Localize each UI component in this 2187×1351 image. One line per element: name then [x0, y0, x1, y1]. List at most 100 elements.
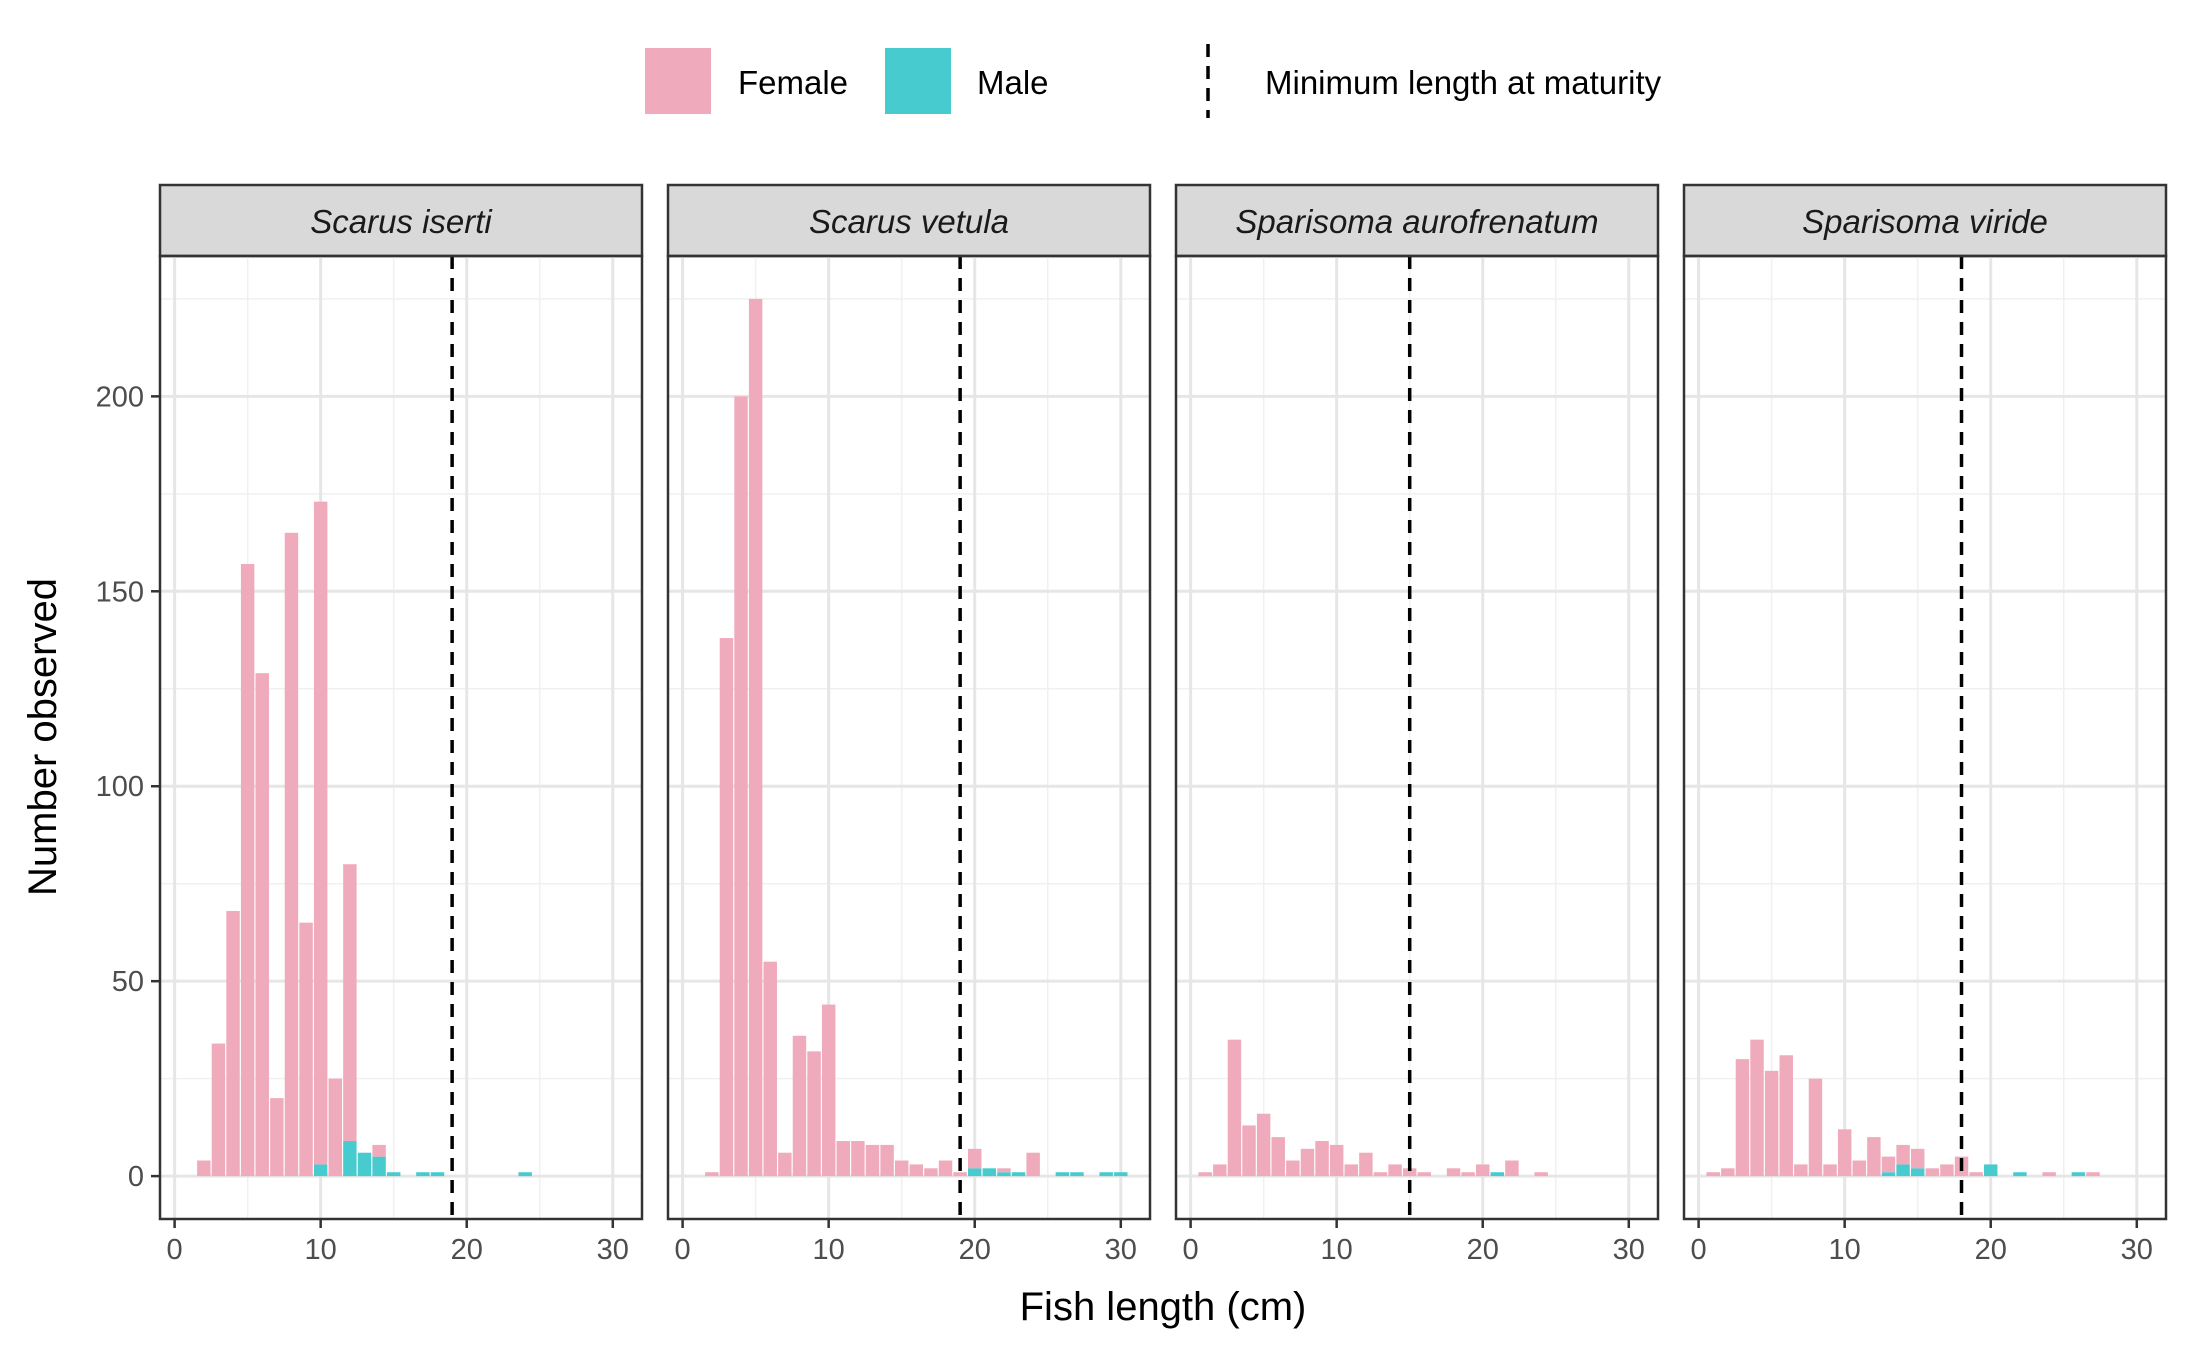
bar-female	[807, 1051, 821, 1177]
panel-bars	[1706, 1039, 2100, 1177]
y-tick-label: 150	[96, 576, 144, 608]
panel-grid	[668, 256, 1150, 1219]
panel-grid	[1684, 256, 2166, 1219]
bar-female	[880, 1144, 894, 1177]
bar-female	[1808, 1078, 1823, 1177]
panel-x-axis: 0 10 20 30	[167, 1219, 629, 1266]
bar-male	[997, 1172, 1011, 1177]
y-tick-label: 200	[96, 381, 144, 413]
bar-female	[748, 298, 763, 1177]
x-tick-label: 30	[597, 1234, 629, 1266]
bar-female	[836, 1141, 850, 1177]
bar-female	[197, 1160, 211, 1177]
bar-female	[1823, 1164, 1837, 1177]
bar-female	[1735, 1059, 1750, 1177]
facet-panel-scarus-vetula: Scarus vetula 0 10 20 30	[666, 183, 1152, 1266]
x-tick-label: 0	[1183, 1234, 1199, 1266]
bar-male	[982, 1168, 997, 1177]
bar-female	[1359, 1152, 1373, 1177]
bar-male	[1114, 1172, 1128, 1177]
bar-female	[1721, 1168, 1735, 1177]
x-tick-label: 10	[305, 1234, 337, 1266]
x-tick-label: 10	[1321, 1234, 1353, 1266]
x-axis-title: Fish length (cm)	[1020, 1285, 1307, 1329]
x-tick-label: 20	[1467, 1234, 1499, 1266]
x-tick-label: 20	[451, 1234, 483, 1266]
facet-panel-sparisoma-viride: Sparisoma viride 0 10 20 30	[1682, 183, 2168, 1266]
bar-female	[1271, 1137, 1285, 1177]
bar-female	[1329, 1144, 1344, 1177]
facet-strip-label: Scarus vetula	[809, 203, 1009, 240]
x-tick-label: 30	[1105, 1234, 1137, 1266]
bar-female	[1446, 1168, 1461, 1177]
bar-female	[240, 564, 255, 1177]
bar-female	[372, 1144, 386, 1157]
bar-female	[1969, 1172, 1983, 1177]
bar-female	[1344, 1164, 1358, 1177]
bar-male	[386, 1172, 401, 1177]
bar-female	[343, 864, 357, 1142]
panel-bars	[197, 501, 532, 1177]
facet-strip-label: Sparisoma aurofrenatum	[1235, 203, 1598, 240]
bar-female	[1534, 1172, 1548, 1177]
panel-x-axis: 0 10 20 30	[1183, 1219, 1645, 1266]
legend-female-label: Female	[738, 64, 848, 101]
bar-female	[1417, 1172, 1432, 1177]
bar-female	[938, 1160, 953, 1177]
panel-x-axis: 0 10 20 30	[675, 1219, 1137, 1266]
bar-female	[1925, 1168, 1940, 1177]
bar-male	[2071, 1172, 2086, 1177]
facet-panel-scarus-iserti: Scarus iserti 0 10 20 30	[158, 183, 644, 1266]
x-tick-label: 0	[675, 1234, 691, 1266]
bar-female	[1764, 1070, 1779, 1177]
bar-female	[2086, 1172, 2100, 1177]
bar-female	[763, 961, 777, 1177]
panel-border	[158, 254, 644, 1221]
bar-female	[270, 1098, 284, 1177]
x-tick-label: 0	[167, 1234, 183, 1266]
bar-female	[1881, 1156, 1896, 1173]
bar-male	[1984, 1164, 1998, 1177]
bar-female	[1373, 1172, 1388, 1177]
bar-male	[357, 1152, 372, 1177]
bar-female	[909, 1164, 924, 1177]
panel-border	[1174, 254, 1660, 1221]
bar-female	[1505, 1160, 1519, 1177]
x-tick-label: 10	[1829, 1234, 1861, 1266]
y-tick-label: 0	[128, 1161, 144, 1193]
legend-male-label: Male	[977, 64, 1049, 101]
bar-female	[1940, 1164, 1954, 1177]
bar-female	[968, 1148, 982, 1169]
x-tick-label: 20	[959, 1234, 991, 1266]
bar-female	[1026, 1152, 1040, 1177]
bar-female	[1779, 1055, 1793, 1177]
bar-female	[2042, 1172, 2056, 1177]
bar-female	[1867, 1137, 1881, 1177]
bar-male	[1896, 1164, 1910, 1177]
bar-female	[719, 638, 734, 1177]
bar-female	[1706, 1172, 1720, 1177]
bar-male	[1070, 1172, 1084, 1177]
y-axis: 0 50 100 150 200	[96, 381, 160, 1193]
bar-male	[1099, 1172, 1113, 1177]
panel-bars	[705, 298, 1128, 1177]
legend-male-swatch	[885, 48, 951, 114]
bar-female	[1794, 1164, 1808, 1177]
bar-female	[1750, 1039, 1764, 1177]
bar-female	[705, 1172, 719, 1177]
bar-male	[1910, 1168, 1925, 1177]
bar-female	[1896, 1144, 1910, 1165]
bar-female	[1227, 1039, 1242, 1177]
x-tick-label: 30	[1613, 1234, 1645, 1266]
bar-female	[734, 396, 748, 1177]
bar-female	[1315, 1141, 1329, 1177]
bar-female	[1402, 1168, 1417, 1177]
bar-female	[792, 1035, 807, 1177]
panel-bars	[1198, 1039, 1548, 1177]
bar-female	[255, 673, 269, 1177]
panel-grid	[1176, 256, 1658, 1219]
bar-male	[343, 1141, 357, 1177]
legend: Female Male Minimum length at maturity	[645, 44, 1662, 118]
bar-female	[821, 1004, 836, 1177]
